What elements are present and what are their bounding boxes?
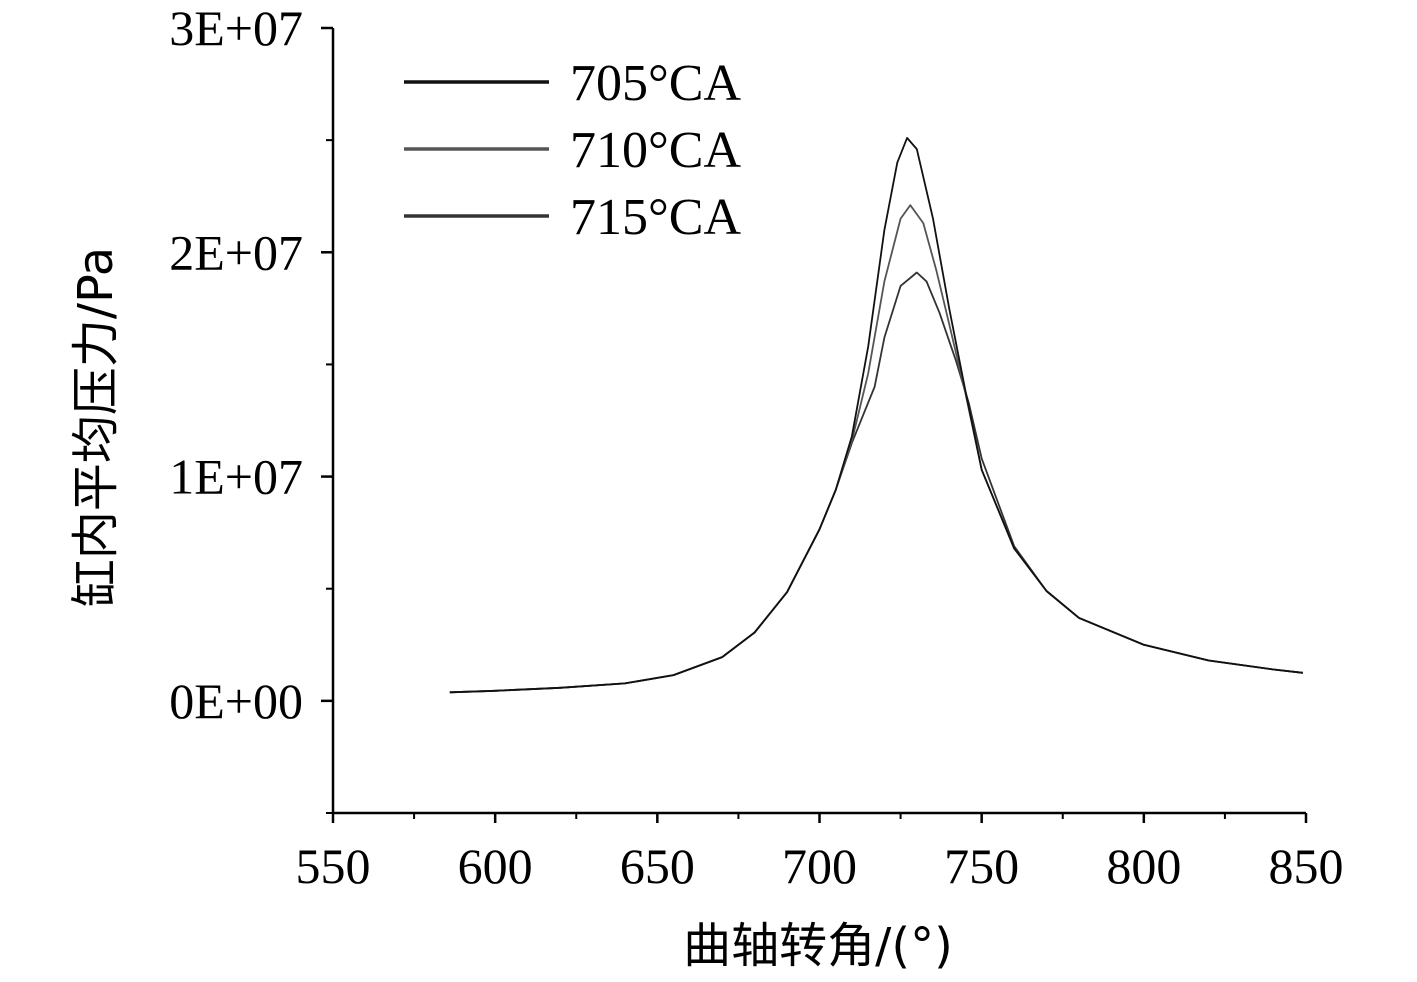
x-tick-label: 600: [458, 838, 533, 894]
series-line-705ca: [449, 136, 1303, 694]
legend: 705°CA 710°CA 715°CA: [404, 55, 741, 246]
y-tick-label: 1E+07: [169, 449, 303, 505]
series-layer: [449, 136, 1303, 694]
series-line-710ca: [449, 204, 1303, 694]
legend-label-710ca: 710°CA: [570, 122, 741, 179]
axes: 550 600 650 700 750 800 850 0E+00 1E+07 2E+07 3E+0…: [169, 0, 1343, 894]
y-axis-title: 缸内平均压力/Pa: [68, 247, 124, 607]
x-tick-label: 550: [296, 838, 371, 894]
y-tick-label: 3E+07: [169, 0, 303, 56]
x-tick-label: 800: [1106, 838, 1181, 894]
x-tick-label: 850: [1269, 838, 1344, 894]
x-tick-label: 750: [944, 838, 1019, 894]
legend-label-715ca: 715°CA: [570, 189, 741, 246]
y-tick-label: 2E+07: [169, 224, 303, 280]
x-axis-title: 曲轴转角/(°): [683, 918, 953, 974]
y-tick-label: 0E+00: [169, 673, 303, 729]
series-line-715ca: [449, 271, 1303, 694]
x-tick-label: 650: [620, 838, 695, 894]
x-tick-label: 700: [782, 838, 857, 894]
legend-label-705ca: 705°CA: [570, 55, 741, 112]
